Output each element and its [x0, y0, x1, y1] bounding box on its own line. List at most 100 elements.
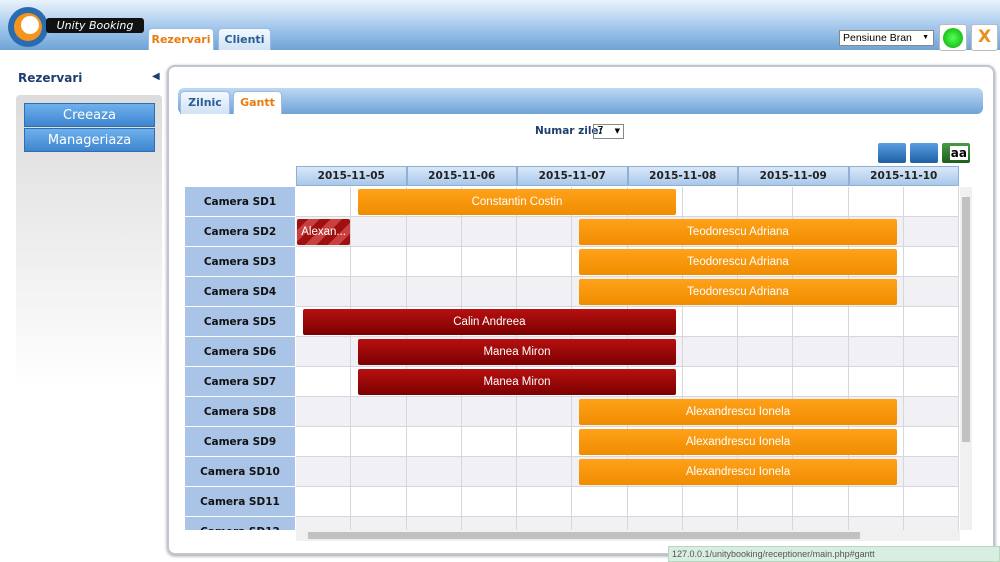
grid-cell [406, 487, 462, 517]
tab[interactable]: Clienti [218, 28, 271, 50]
grid-cell [406, 457, 462, 487]
status-button[interactable] [939, 24, 967, 51]
grid-cell [351, 217, 407, 247]
grid-cell [738, 487, 794, 517]
booking-bar[interactable]: Alexandrescu Ionela [579, 429, 897, 455]
v-scrollbar[interactable] [960, 187, 972, 530]
date-header: 2015-11-05 [296, 166, 407, 186]
room-label: Camera SD4 [185, 277, 295, 307]
grid-cell [627, 487, 683, 517]
grid-cell [296, 427, 352, 457]
room-label: Camera SD11 [185, 487, 295, 517]
grid-cell [903, 187, 959, 217]
grid-cell [461, 457, 517, 487]
grid-cell [903, 427, 959, 457]
grid-cell [793, 187, 849, 217]
subtab[interactable]: Zilnic [180, 91, 230, 114]
booking-bar[interactable]: Calin Andreea [303, 309, 676, 335]
grid-cell [848, 367, 904, 397]
date-header: 2015-11-06 [406, 166, 517, 186]
grid-cell [461, 217, 517, 247]
print-icon[interactable] [910, 143, 938, 163]
property-select[interactable]: Pensiune Bran ▼ [839, 30, 934, 46]
grid-cell [517, 247, 573, 277]
booking-bar[interactable]: Alexan... [297, 219, 351, 245]
days-select[interactable]: 7 ▼ [593, 124, 624, 139]
select-value: 7 [597, 125, 604, 137]
grid-cell [903, 487, 959, 517]
tab-active[interactable]: Rezervari [148, 28, 214, 50]
booking-bar[interactable]: Alexandrescu Ionela [579, 399, 897, 425]
grid-cell [903, 247, 959, 277]
camera-icon[interactable] [878, 143, 906, 163]
logo-icon [8, 7, 48, 47]
grid-cell [351, 427, 407, 457]
grid-cell [848, 517, 904, 530]
grid-cell [296, 187, 352, 217]
close-button[interactable]: X [971, 24, 998, 51]
booking-bar[interactable]: Teodorescu Adriana [579, 279, 897, 305]
select-value: Pensiune Bran [843, 32, 912, 44]
booking-bar[interactable]: Manea Miron [358, 369, 676, 395]
grid-cell [682, 187, 738, 217]
booking-bar[interactable]: Manea Miron [358, 339, 676, 365]
grid-cell [517, 517, 573, 530]
grid-cell [351, 247, 407, 277]
sidebar-title: Rezervari [18, 71, 83, 85]
grid-cell [793, 487, 849, 517]
grid-cell [682, 487, 738, 517]
export-icon[interactable]: aa [942, 143, 970, 163]
grid-cell [296, 247, 352, 277]
booking-bar[interactable]: Alexandrescu Ionela [579, 459, 897, 485]
grid-cell [627, 517, 683, 530]
status-bar: 127.0.0.1/unitybooking/receptioner/main.… [668, 546, 1000, 562]
date-header: 2015-11-07 [517, 166, 628, 186]
grid-cell [351, 397, 407, 427]
grid-cell [903, 217, 959, 247]
grid-cell [517, 427, 573, 457]
sidebar-button[interactable]: Manageriaza [24, 128, 155, 152]
grid-cell [406, 277, 462, 307]
h-scrollbar[interactable] [296, 530, 960, 541]
grid-cell [793, 517, 849, 530]
grid-cell [682, 307, 738, 337]
grid-cell [903, 277, 959, 307]
grid-cell [793, 307, 849, 337]
room-label: Camera SD5 [185, 307, 295, 337]
booking-bar[interactable]: Teodorescu Adriana [579, 249, 897, 275]
grid-cell [517, 487, 573, 517]
grid-cell [738, 517, 794, 530]
grid-cell [793, 337, 849, 367]
room-label: Camera SD10 [185, 457, 295, 487]
grid-cell [738, 307, 794, 337]
date-header: 2015-11-09 [738, 166, 849, 186]
collapse-arrow[interactable]: ◀ [152, 71, 160, 82]
grid-cell [296, 277, 352, 307]
grid-cell [848, 487, 904, 517]
grid-cell [296, 367, 352, 397]
grid-cell [903, 457, 959, 487]
grid-cell [351, 277, 407, 307]
grid-cell [848, 337, 904, 367]
room-label: Camera SD1 [185, 187, 295, 217]
room-label: Camera SD6 [185, 337, 295, 367]
booking-bar[interactable]: Constantin Costin [358, 189, 676, 215]
sidebar-button[interactable]: Creeaza [24, 103, 155, 127]
grid-cell [903, 337, 959, 367]
grid-cell [461, 277, 517, 307]
grid-cell [848, 307, 904, 337]
subtab-active[interactable]: Gantt [233, 91, 282, 114]
grid-cell [406, 427, 462, 457]
room-label: Camera SD8 [185, 397, 295, 427]
grid-cell [517, 217, 573, 247]
room-label: Camera SD12 [185, 517, 295, 530]
room-label: Camera SD3 [185, 247, 295, 277]
date-header: 2015-11-10 [848, 166, 959, 186]
booking-bar[interactable]: Teodorescu Adriana [579, 219, 897, 245]
logo-text: Unity Booking [46, 18, 144, 33]
grid-cell [572, 517, 628, 530]
grid-cell [461, 517, 517, 530]
grid-cell [682, 367, 738, 397]
grid-cell [406, 217, 462, 247]
grid-cell [406, 517, 462, 530]
